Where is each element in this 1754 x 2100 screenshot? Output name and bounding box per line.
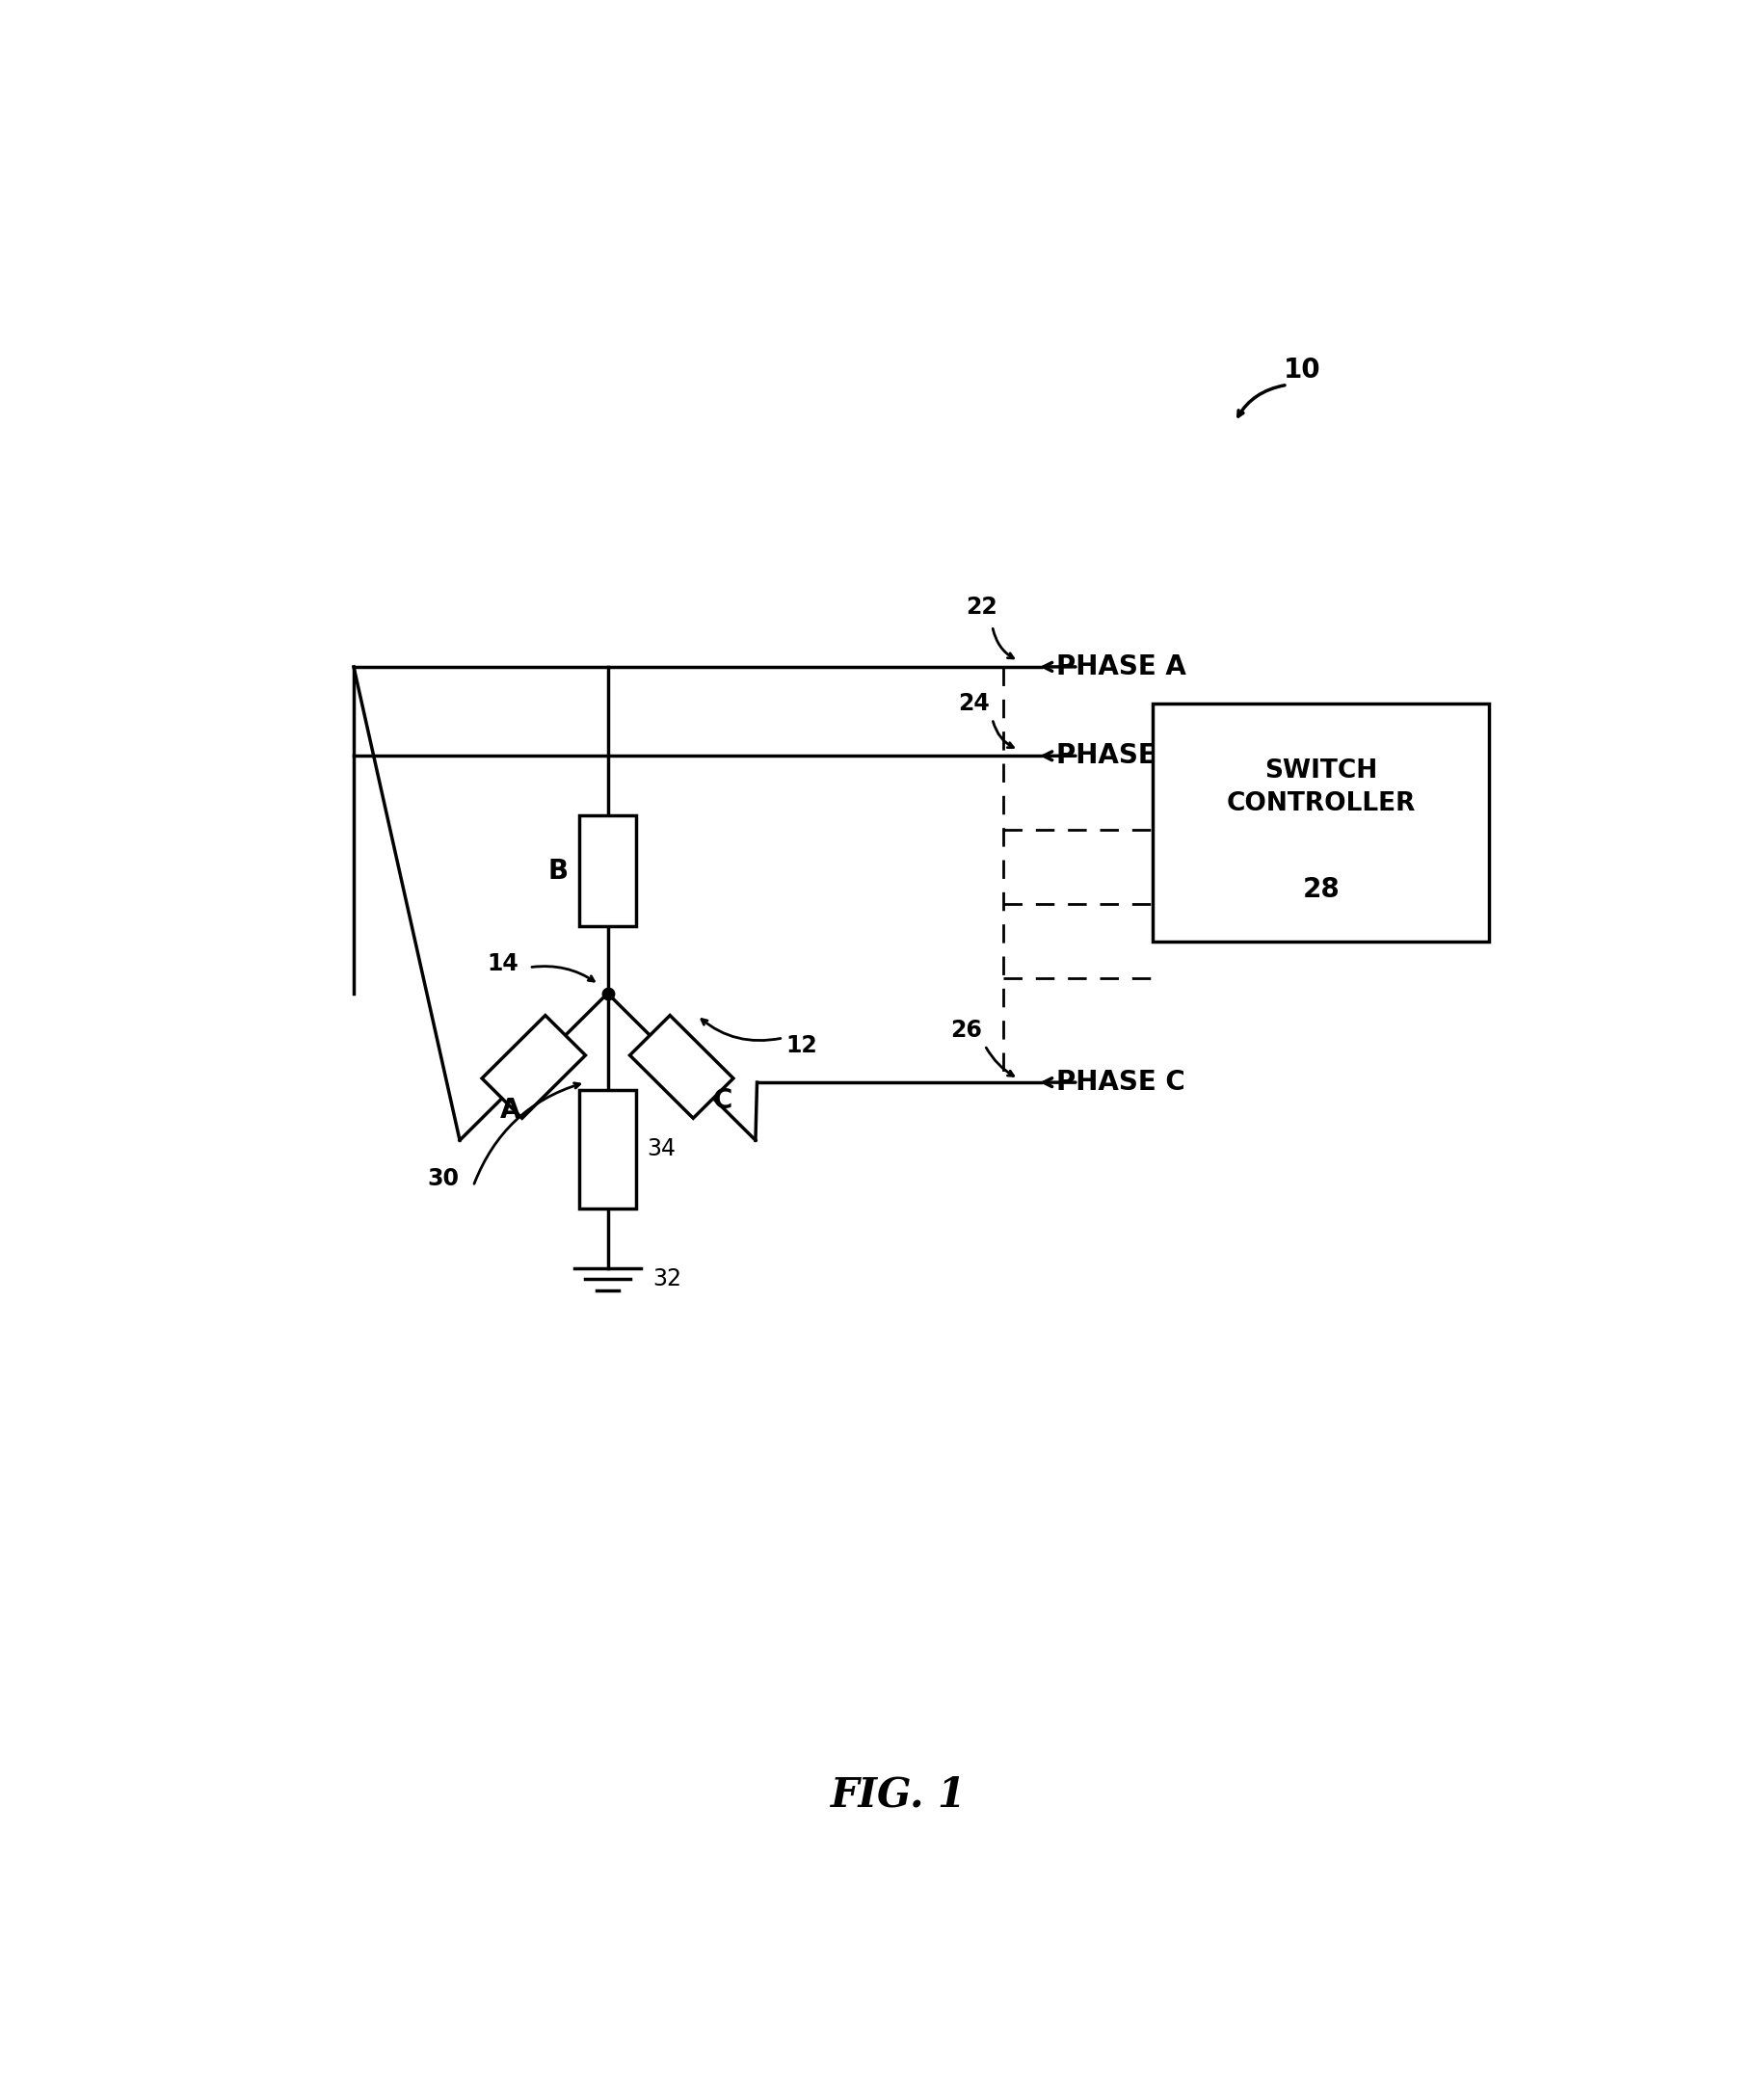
Text: 34: 34 bbox=[647, 1138, 675, 1161]
Bar bbox=[579, 1090, 637, 1208]
Text: 14: 14 bbox=[488, 951, 519, 974]
Text: PHASE C: PHASE C bbox=[1056, 1069, 1184, 1096]
Text: PHASE B: PHASE B bbox=[1056, 743, 1186, 769]
Text: FIG. 1: FIG. 1 bbox=[831, 1774, 966, 1814]
Text: 28: 28 bbox=[1301, 876, 1340, 903]
Text: 32: 32 bbox=[652, 1268, 681, 1292]
Text: 12: 12 bbox=[786, 1033, 817, 1056]
Polygon shape bbox=[482, 1016, 586, 1117]
Text: 26: 26 bbox=[951, 1019, 982, 1042]
Text: 22: 22 bbox=[965, 596, 996, 620]
Bar bbox=[579, 815, 637, 926]
Text: B: B bbox=[547, 857, 568, 884]
Bar bbox=[1152, 704, 1489, 941]
Text: 30: 30 bbox=[428, 1168, 460, 1191]
Polygon shape bbox=[630, 1016, 733, 1117]
Text: 10: 10 bbox=[1284, 357, 1321, 384]
Text: SWITCH
CONTROLLER: SWITCH CONTROLLER bbox=[1226, 758, 1415, 817]
Text: C: C bbox=[712, 1086, 733, 1113]
Text: A: A bbox=[500, 1096, 521, 1124]
Text: PHASE A: PHASE A bbox=[1056, 653, 1186, 680]
Text: 24: 24 bbox=[958, 693, 989, 716]
